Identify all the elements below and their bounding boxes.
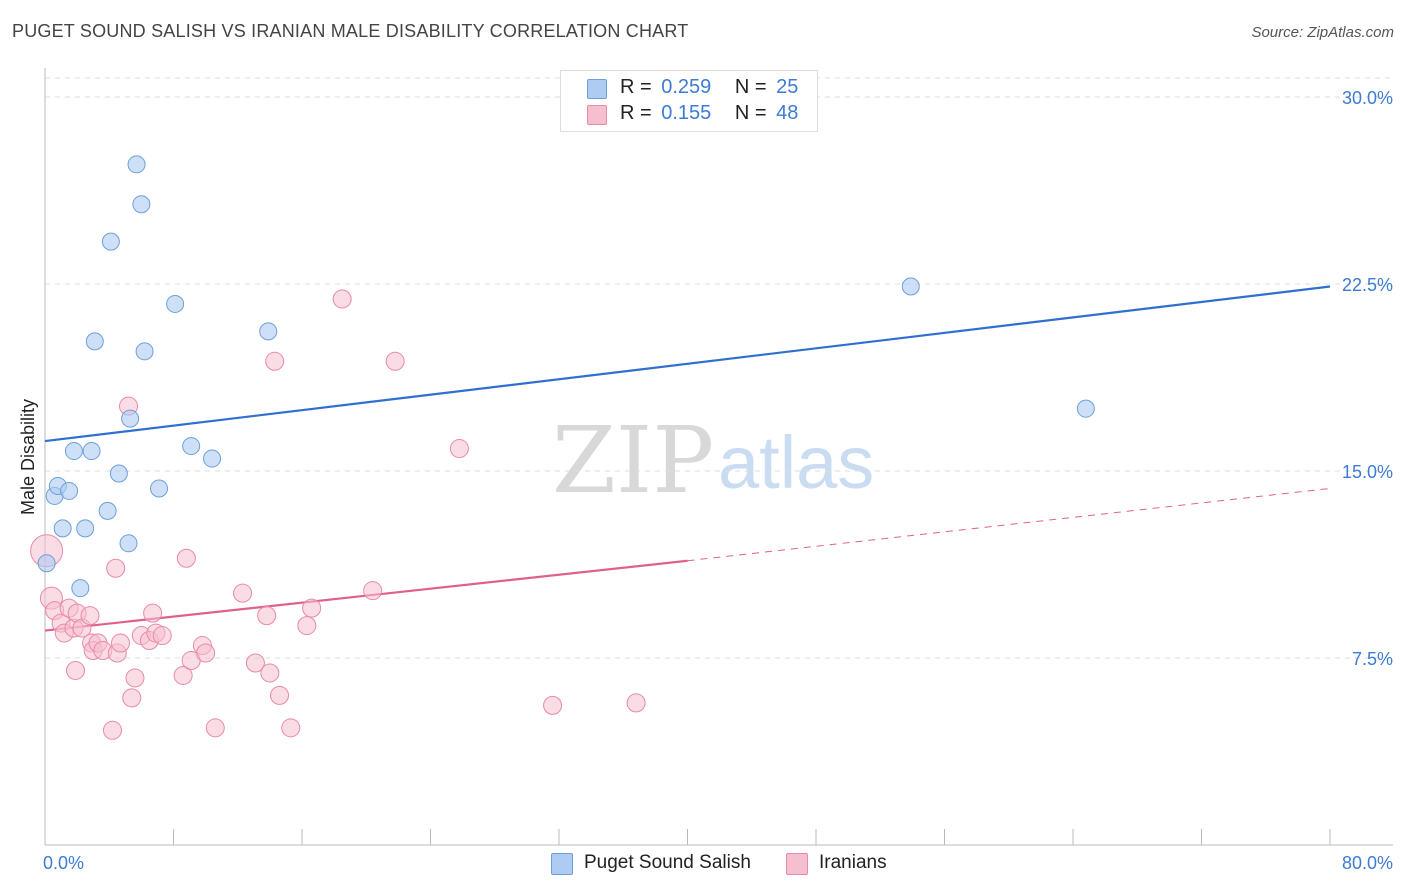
chart-title: PUGET SOUND SALISH VS IRANIAN MALE DISAB… bbox=[12, 21, 689, 41]
data-point-puget-sound-salish bbox=[132, 195, 151, 214]
stats-legend: R = 0.259 N = 25 R = 0.155 N = 48 bbox=[560, 70, 818, 132]
watermark-atlas: atlas bbox=[718, 421, 874, 504]
data-point-iranians bbox=[173, 665, 193, 685]
data-point-puget-sound-salish bbox=[135, 342, 154, 361]
data-point-iranians bbox=[122, 688, 142, 708]
data-point-puget-sound-salish bbox=[119, 534, 138, 553]
data-point-iranians bbox=[297, 616, 317, 636]
legend-n-label: N = bbox=[734, 102, 767, 124]
data-point-iranians bbox=[543, 695, 563, 715]
pink-swatch bbox=[786, 853, 808, 875]
data-point-puget-sound-salish bbox=[109, 464, 128, 483]
y-tick-label: 30.0% bbox=[1342, 88, 1393, 108]
data-point-iranians bbox=[143, 603, 163, 623]
axes bbox=[44, 68, 1393, 846]
data-point-iranians bbox=[281, 718, 301, 738]
tick-labels: 7.5% 15.0% 22.5% 30.0% 0.0% 80.0% bbox=[43, 88, 1393, 873]
data-point-puget-sound-salish bbox=[37, 554, 56, 573]
blue-swatch bbox=[551, 853, 573, 875]
legend-label: Puget Sound Salish bbox=[584, 852, 751, 873]
y-tick-label: 7.5% bbox=[1352, 649, 1393, 669]
trend-line-puget-sound-salish bbox=[44, 285, 1331, 443]
data-point-iranians bbox=[176, 548, 196, 568]
data-point-puget-sound-salish bbox=[71, 579, 90, 598]
data-point-puget-sound-salish bbox=[76, 519, 95, 538]
data-points bbox=[30, 155, 1095, 740]
legend-r-value: 0.155 bbox=[661, 102, 712, 124]
data-point-puget-sound-salish bbox=[901, 277, 920, 296]
watermark-zip: ZIP bbox=[552, 407, 714, 514]
data-point-iranians bbox=[257, 606, 277, 626]
data-point-puget-sound-salish bbox=[82, 442, 101, 461]
data-point-iranians bbox=[332, 289, 352, 309]
data-point-iranians bbox=[245, 653, 265, 673]
data-point-iranians bbox=[205, 718, 225, 738]
data-point-iranians bbox=[270, 685, 290, 705]
x-tick-label: 80.0% bbox=[1342, 853, 1393, 873]
data-point-puget-sound-salish bbox=[1076, 399, 1095, 418]
legend-n-label: N = bbox=[734, 76, 767, 98]
y-axis-label: Male Disability bbox=[18, 399, 38, 515]
legend-label: Iranians bbox=[819, 852, 887, 873]
y-tick-label: 15.0% bbox=[1342, 462, 1393, 482]
data-point-iranians bbox=[302, 598, 322, 618]
x-tick-label: 0.0% bbox=[43, 853, 84, 873]
data-point-puget-sound-salish bbox=[127, 155, 146, 174]
data-point-iranians bbox=[80, 606, 100, 626]
watermark: ZIP atlas bbox=[552, 407, 874, 514]
data-point-iranians bbox=[233, 583, 253, 603]
data-point-puget-sound-salish bbox=[98, 501, 117, 520]
data-point-iranians bbox=[626, 693, 646, 713]
data-point-iranians bbox=[66, 660, 86, 680]
data-point-puget-sound-salish bbox=[150, 479, 169, 498]
data-point-iranians bbox=[106, 558, 126, 578]
data-point-puget-sound-salish bbox=[53, 519, 72, 538]
y-tick-label: 22.5% bbox=[1342, 275, 1393, 295]
source-credit: Source: ZipAtlas.com bbox=[1251, 24, 1394, 41]
gridlines bbox=[45, 77, 1393, 659]
data-point-puget-sound-salish bbox=[60, 481, 79, 500]
data-point-puget-sound-salish bbox=[85, 332, 104, 351]
data-point-puget-sound-salish bbox=[259, 322, 278, 341]
data-point-iranians bbox=[265, 351, 285, 371]
data-point-puget-sound-salish bbox=[182, 437, 201, 456]
data-point-puget-sound-salish bbox=[203, 449, 222, 468]
trend-line-iranians-extension bbox=[687, 487, 1331, 562]
data-point-iranians bbox=[196, 643, 216, 663]
data-point-iranians bbox=[385, 351, 405, 371]
data-point-puget-sound-salish bbox=[64, 442, 83, 461]
data-point-puget-sound-salish bbox=[121, 409, 140, 428]
legend-n-value: 48 bbox=[776, 102, 799, 124]
data-point-puget-sound-salish bbox=[101, 232, 120, 251]
blue-swatch bbox=[587, 79, 607, 99]
data-point-iranians bbox=[363, 581, 383, 601]
legend-r-label: R = bbox=[620, 102, 652, 124]
legend-n-value: 25 bbox=[776, 76, 799, 98]
data-point-iranians bbox=[152, 626, 172, 646]
pink-swatch bbox=[587, 105, 607, 125]
data-point-puget-sound-salish bbox=[166, 294, 185, 313]
data-point-iranians bbox=[102, 720, 122, 740]
data-point-iranians bbox=[110, 633, 130, 653]
legend-r-value: 0.259 bbox=[661, 76, 712, 98]
data-point-iranians bbox=[260, 663, 280, 683]
data-point-iranians bbox=[449, 439, 469, 459]
legend-r-label: R = bbox=[620, 76, 652, 98]
data-point-iranians bbox=[125, 668, 145, 688]
